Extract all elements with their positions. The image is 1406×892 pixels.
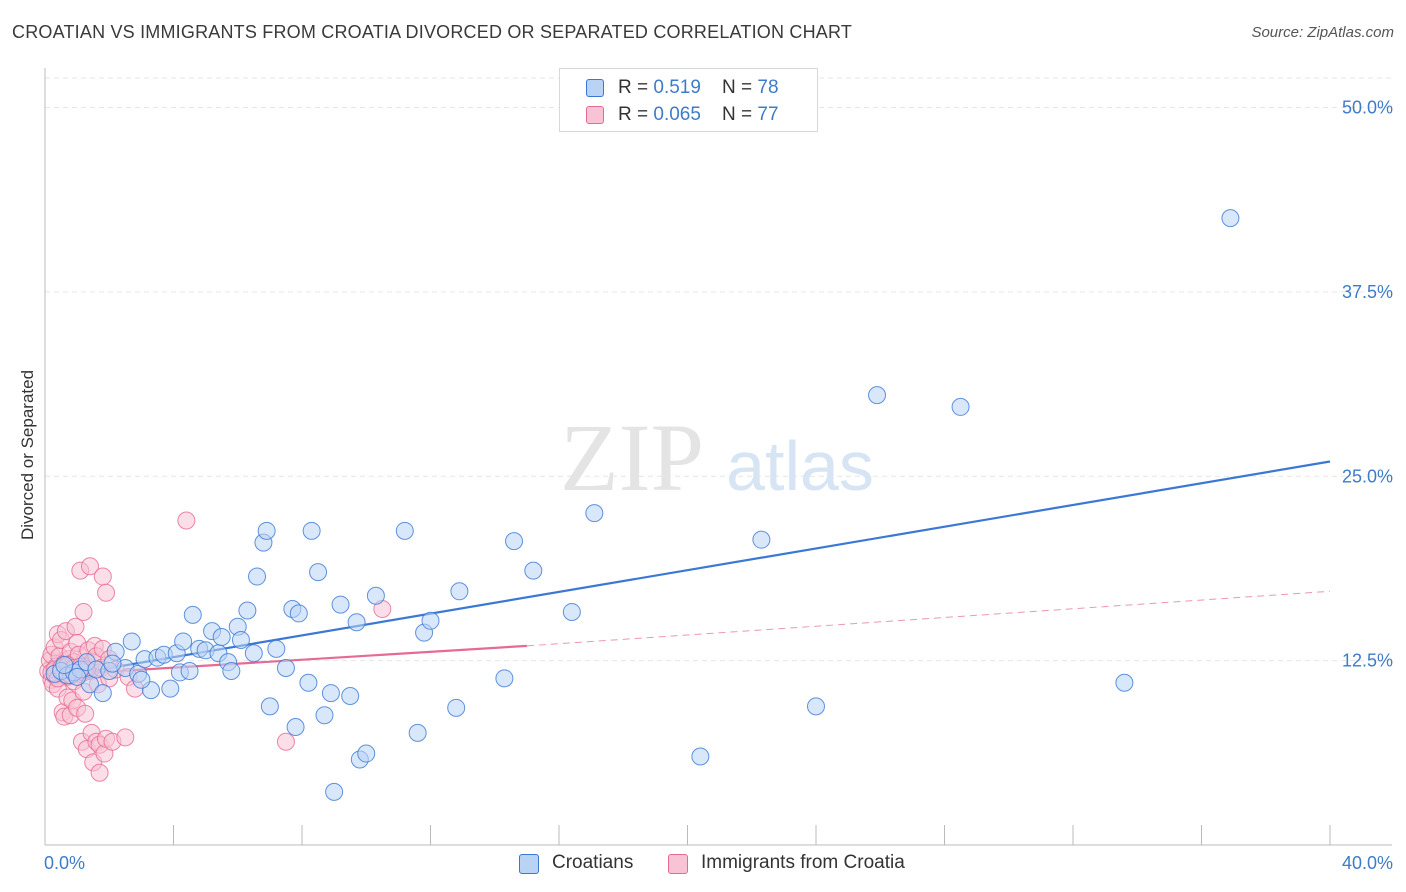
source-label: Source: ZipAtlas.com	[1251, 24, 1394, 41]
y-axis-title: Divorced or Separated	[18, 370, 37, 540]
immigrant-point	[97, 583, 116, 602]
croatian-point	[752, 530, 771, 549]
croatian-point	[302, 521, 321, 540]
chart-title: CROATIAN VS IMMIGRANTS FROM CROATIA DIVO…	[12, 22, 853, 42]
croatian-point	[55, 656, 74, 675]
axes	[44, 68, 1392, 846]
croatian-point	[505, 532, 524, 551]
y-tick-label: 12.5%	[1342, 651, 1393, 671]
legend-r-value: 0.519	[653, 77, 701, 98]
croatian-point	[289, 604, 308, 623]
croatian-point	[299, 673, 318, 692]
croatian-point	[951, 397, 970, 416]
data-points	[39, 209, 1240, 801]
croatian-point	[315, 706, 334, 725]
immigrant-point	[66, 617, 85, 636]
croatian-point	[267, 639, 286, 658]
croatian-point	[691, 747, 710, 766]
legend-r-label: R =	[618, 77, 654, 98]
y-tick-label: 50.0%	[1342, 98, 1393, 118]
croatian-point	[309, 563, 328, 582]
bottom-legend-swatch-pink	[668, 854, 688, 874]
legend-r-label: R =	[618, 104, 654, 125]
immigrant-point	[276, 732, 295, 751]
bottom-legend-label: Immigrants from Croatia	[701, 852, 905, 873]
legend-n-value: 78	[757, 77, 779, 98]
croatian-point	[325, 782, 344, 801]
croatian-point	[807, 697, 825, 716]
croatian-point	[180, 661, 199, 680]
croatian-point	[174, 632, 193, 651]
legend-n-label: N =	[722, 104, 758, 125]
immigrants-trend-extension	[526, 590, 1331, 647]
legend-r-value: 0.065	[653, 104, 701, 125]
x-tick-label: 40.0%	[1342, 853, 1393, 873]
croatian-point	[260, 697, 279, 716]
croatian-point	[103, 654, 122, 673]
croatian-point	[450, 582, 469, 601]
croatian-point	[212, 628, 231, 647]
watermark-zip: ZIP	[560, 404, 704, 511]
y-tick-labels: 12.5% 25.0% 37.5% 50.0%	[1342, 98, 1393, 671]
croatian-point	[347, 613, 366, 632]
legend-n-label: N =	[722, 77, 758, 98]
stats-legend: R = 0.519 N = 78 R = 0.065 N = 77	[559, 68, 818, 132]
croatian-point	[357, 744, 376, 763]
croatian-point	[447, 698, 466, 717]
croatian-point	[341, 687, 360, 706]
croatian-point	[248, 567, 267, 586]
croatian-point	[366, 586, 385, 605]
croatian-point	[286, 718, 305, 736]
grid-lines	[45, 77, 1392, 662]
croatian-point	[868, 386, 887, 405]
croatian-point	[395, 521, 414, 540]
croatian-point	[132, 670, 151, 689]
croatian-point	[93, 684, 112, 703]
croatian-point	[331, 595, 350, 614]
immigrant-point	[80, 557, 99, 576]
legend-n-value: 77	[757, 104, 779, 125]
croatian-point	[1115, 673, 1134, 692]
legend-swatch-blue	[586, 79, 604, 97]
immigrant-point	[116, 728, 135, 747]
croatian-point	[183, 605, 202, 624]
y-tick-label: 25.0%	[1342, 466, 1393, 486]
croatian-point	[421, 611, 440, 630]
croatians-trend-line	[48, 460, 1331, 680]
croatian-point	[257, 521, 276, 540]
x-tick-label: 0.0%	[44, 853, 85, 873]
croatian-point	[231, 630, 250, 649]
y-tick-label: 37.5%	[1342, 282, 1393, 302]
croatian-point	[562, 602, 581, 621]
legend-swatch-pink	[586, 106, 604, 124]
croatian-point	[495, 669, 514, 688]
croatian-point	[585, 504, 604, 523]
watermark: ZIP atlas	[560, 404, 874, 511]
croatian-point	[408, 723, 427, 742]
immigrant-point	[93, 567, 112, 586]
bottom-legend-swatch-blue	[519, 854, 539, 874]
croatian-point	[244, 644, 263, 663]
croatian-point	[238, 601, 257, 620]
croatian-point	[161, 679, 180, 698]
croatian-point	[524, 561, 543, 580]
immigrant-point	[177, 511, 196, 530]
immigrant-point	[76, 704, 95, 723]
croatian-point	[276, 659, 295, 677]
croatians-points	[45, 209, 1240, 801]
bottom-legend-label: Croatians	[552, 852, 634, 873]
croatian-point	[68, 667, 87, 686]
croatian-point	[222, 661, 241, 680]
croatian-point	[1221, 209, 1240, 228]
immigrant-point	[90, 763, 109, 782]
watermark-atlas: atlas	[726, 427, 874, 505]
croatian-point	[122, 632, 141, 651]
immigrant-point	[74, 602, 93, 621]
x-tick-labels: 0.0% 40.0%	[44, 853, 1393, 873]
croatian-point	[321, 684, 340, 703]
